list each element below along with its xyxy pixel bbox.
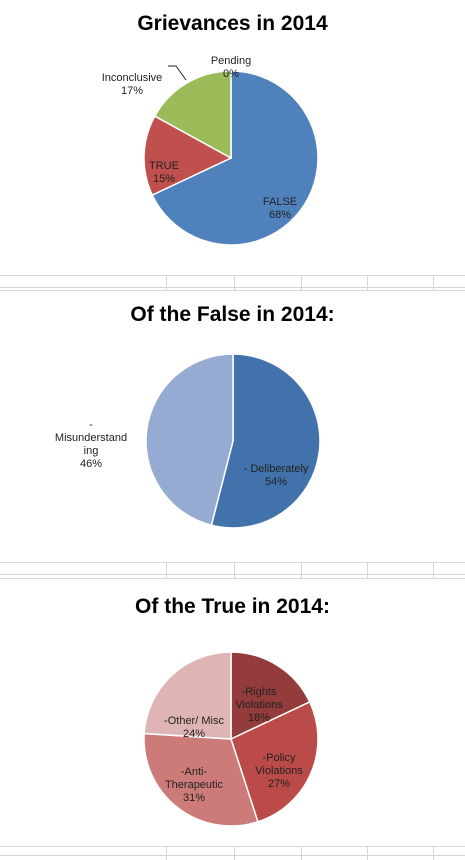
leader-line-inconclusive	[168, 65, 187, 81]
pie-slice-other-misc	[143, 651, 232, 740]
slice-label-anti-therapeutic: -Anti- Therapeutic 31%	[164, 766, 224, 804]
pie-slice-policy-violations	[230, 700, 319, 823]
pie-slice-misunderstanding	[145, 353, 234, 527]
slice-label-policy-violations: -Policy Violations 27%	[255, 752, 303, 790]
chart-true-2014: Of the True in 2014: -Rights Violations 18…	[0, 578, 465, 847]
pie-slice-anti-therapeutic	[143, 732, 259, 827]
pie-slice-true	[143, 115, 233, 197]
chart-title: Of the False in 2014:	[130, 303, 335, 326]
slice-label-pending: Pending 0%	[210, 55, 252, 80]
slice-label-inconclusive: Inconclusive 17%	[101, 72, 163, 97]
pie-slice-false	[151, 70, 319, 246]
chart-grievances-2014: Grievances in 2014 Pending 0% Inconclusiv…	[0, 0, 465, 276]
slice-label-misunderstanding: - Misunderstand ing 46%	[54, 419, 128, 470]
slice-label-other-misc: -Other/ Misc 24%	[164, 715, 224, 740]
slice-label-true: TRUE 15%	[149, 160, 179, 185]
chart-title: Of the True in 2014:	[135, 595, 330, 618]
pie-slice-inconclusive	[153, 70, 232, 160]
slice-label-deliberately: - Deliberately 54%	[243, 463, 309, 488]
chart-false-2014: Of the False in 2014: - Deliberately 54% …	[0, 290, 465, 563]
pie-slice-deliberately	[210, 353, 321, 529]
slice-label-rights-violations: -Rights Violations 18%	[235, 686, 283, 724]
pie-chart-grievances	[143, 65, 319, 246]
pie-slice-rights-violations	[230, 651, 311, 741]
chart-title: Grievances in 2014	[137, 12, 328, 35]
slice-label-false: FALSE 68%	[262, 196, 298, 221]
pie-chart-true	[143, 651, 319, 827]
pie-chart-false	[145, 353, 321, 529]
